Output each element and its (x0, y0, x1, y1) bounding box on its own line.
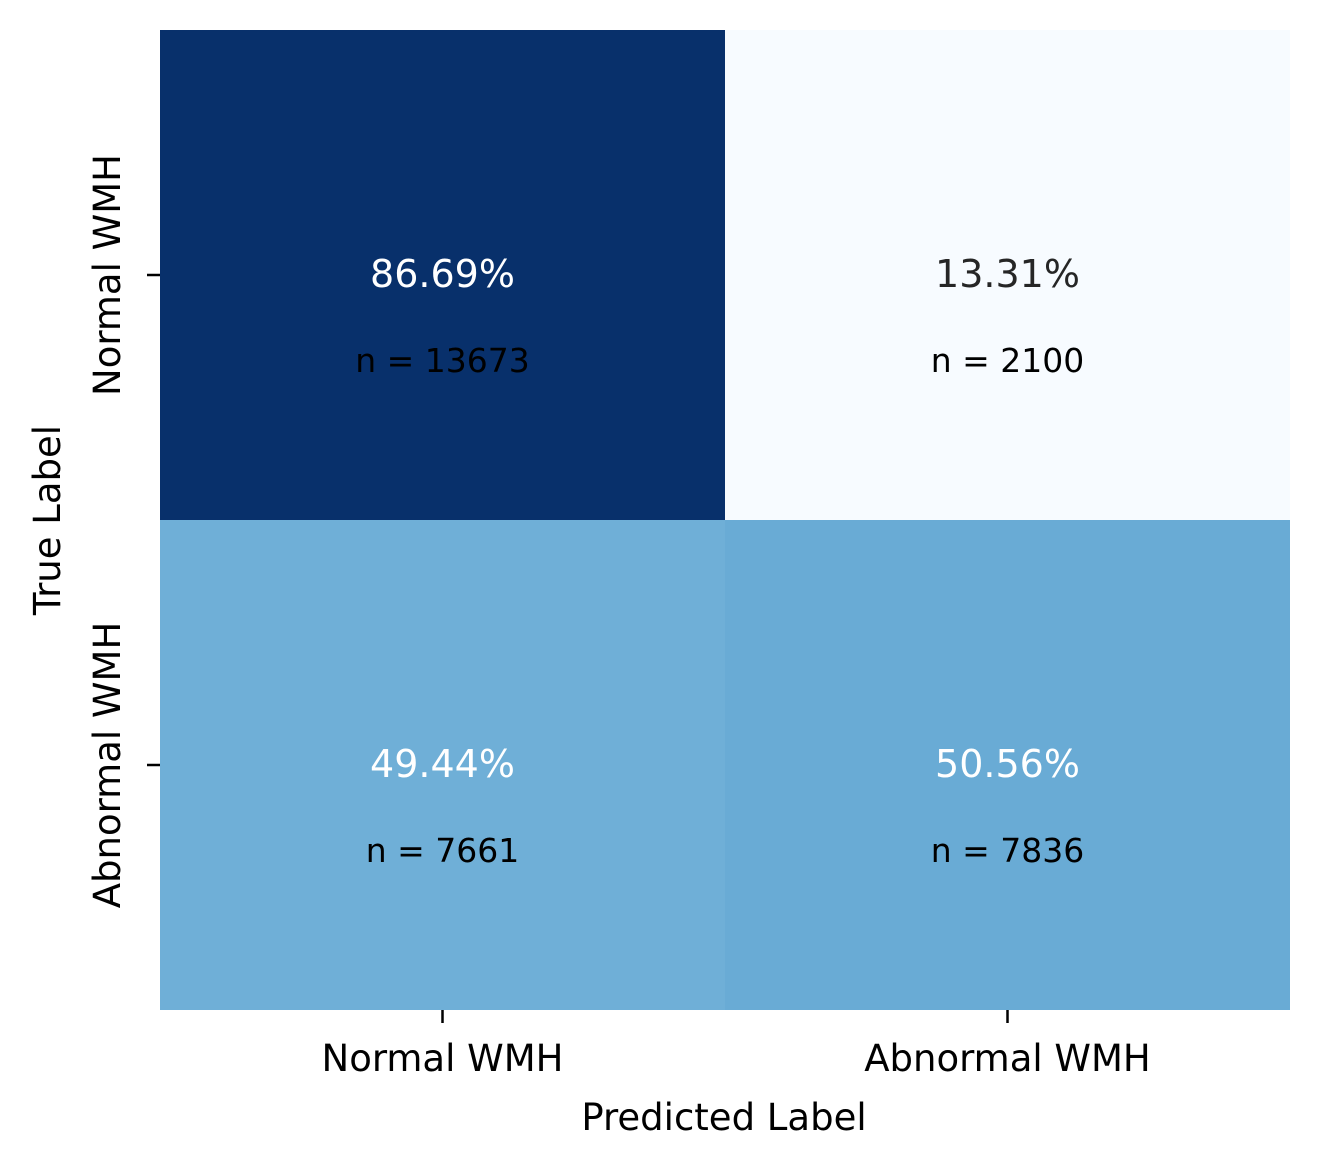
x-axis-title: Predicted Label (581, 1096, 866, 1139)
cell-percent-label-1-1: 50.56% (935, 742, 1080, 786)
cell-count-label-0-1: n = 2100 (931, 341, 1085, 380)
cell-percent-label-0-1: 13.31% (935, 252, 1080, 296)
cell-percent-label-0-0: 86.69% (370, 252, 515, 296)
x-tick-label-1: Abnormal WMH (864, 1037, 1151, 1080)
x-axis: Normal WMH Abnormal WMH (322, 1010, 1151, 1080)
heatmap-cells (160, 30, 1290, 1010)
heatmap-cell-1-0 (160, 520, 725, 1010)
cell-percent-label-1-0: 49.44% (370, 742, 515, 786)
heatmap-cell-1-1 (725, 520, 1290, 1010)
y-axis-title: True Label (26, 425, 69, 616)
cell-count-label-1-0: n = 7661 (366, 831, 520, 870)
heatmap-cell-0-1 (725, 30, 1290, 520)
cell-count-label-1-1: n = 7836 (931, 831, 1085, 870)
x-tick-label-0: Normal WMH (322, 1037, 564, 1080)
y-tick-label-1: Abnormal WMH (86, 622, 129, 909)
y-axis: Normal WMH Abnormal WMH (86, 154, 160, 908)
cell-count-label-0-0: n = 13673 (355, 341, 530, 380)
heatmap-cell-0-0 (160, 30, 725, 520)
cell-annotations: 86.69% n = 13673 13.31% n = 2100 49.44% n = 7… (355, 252, 1084, 870)
y-tick-label-0: Normal WMH (86, 154, 129, 396)
